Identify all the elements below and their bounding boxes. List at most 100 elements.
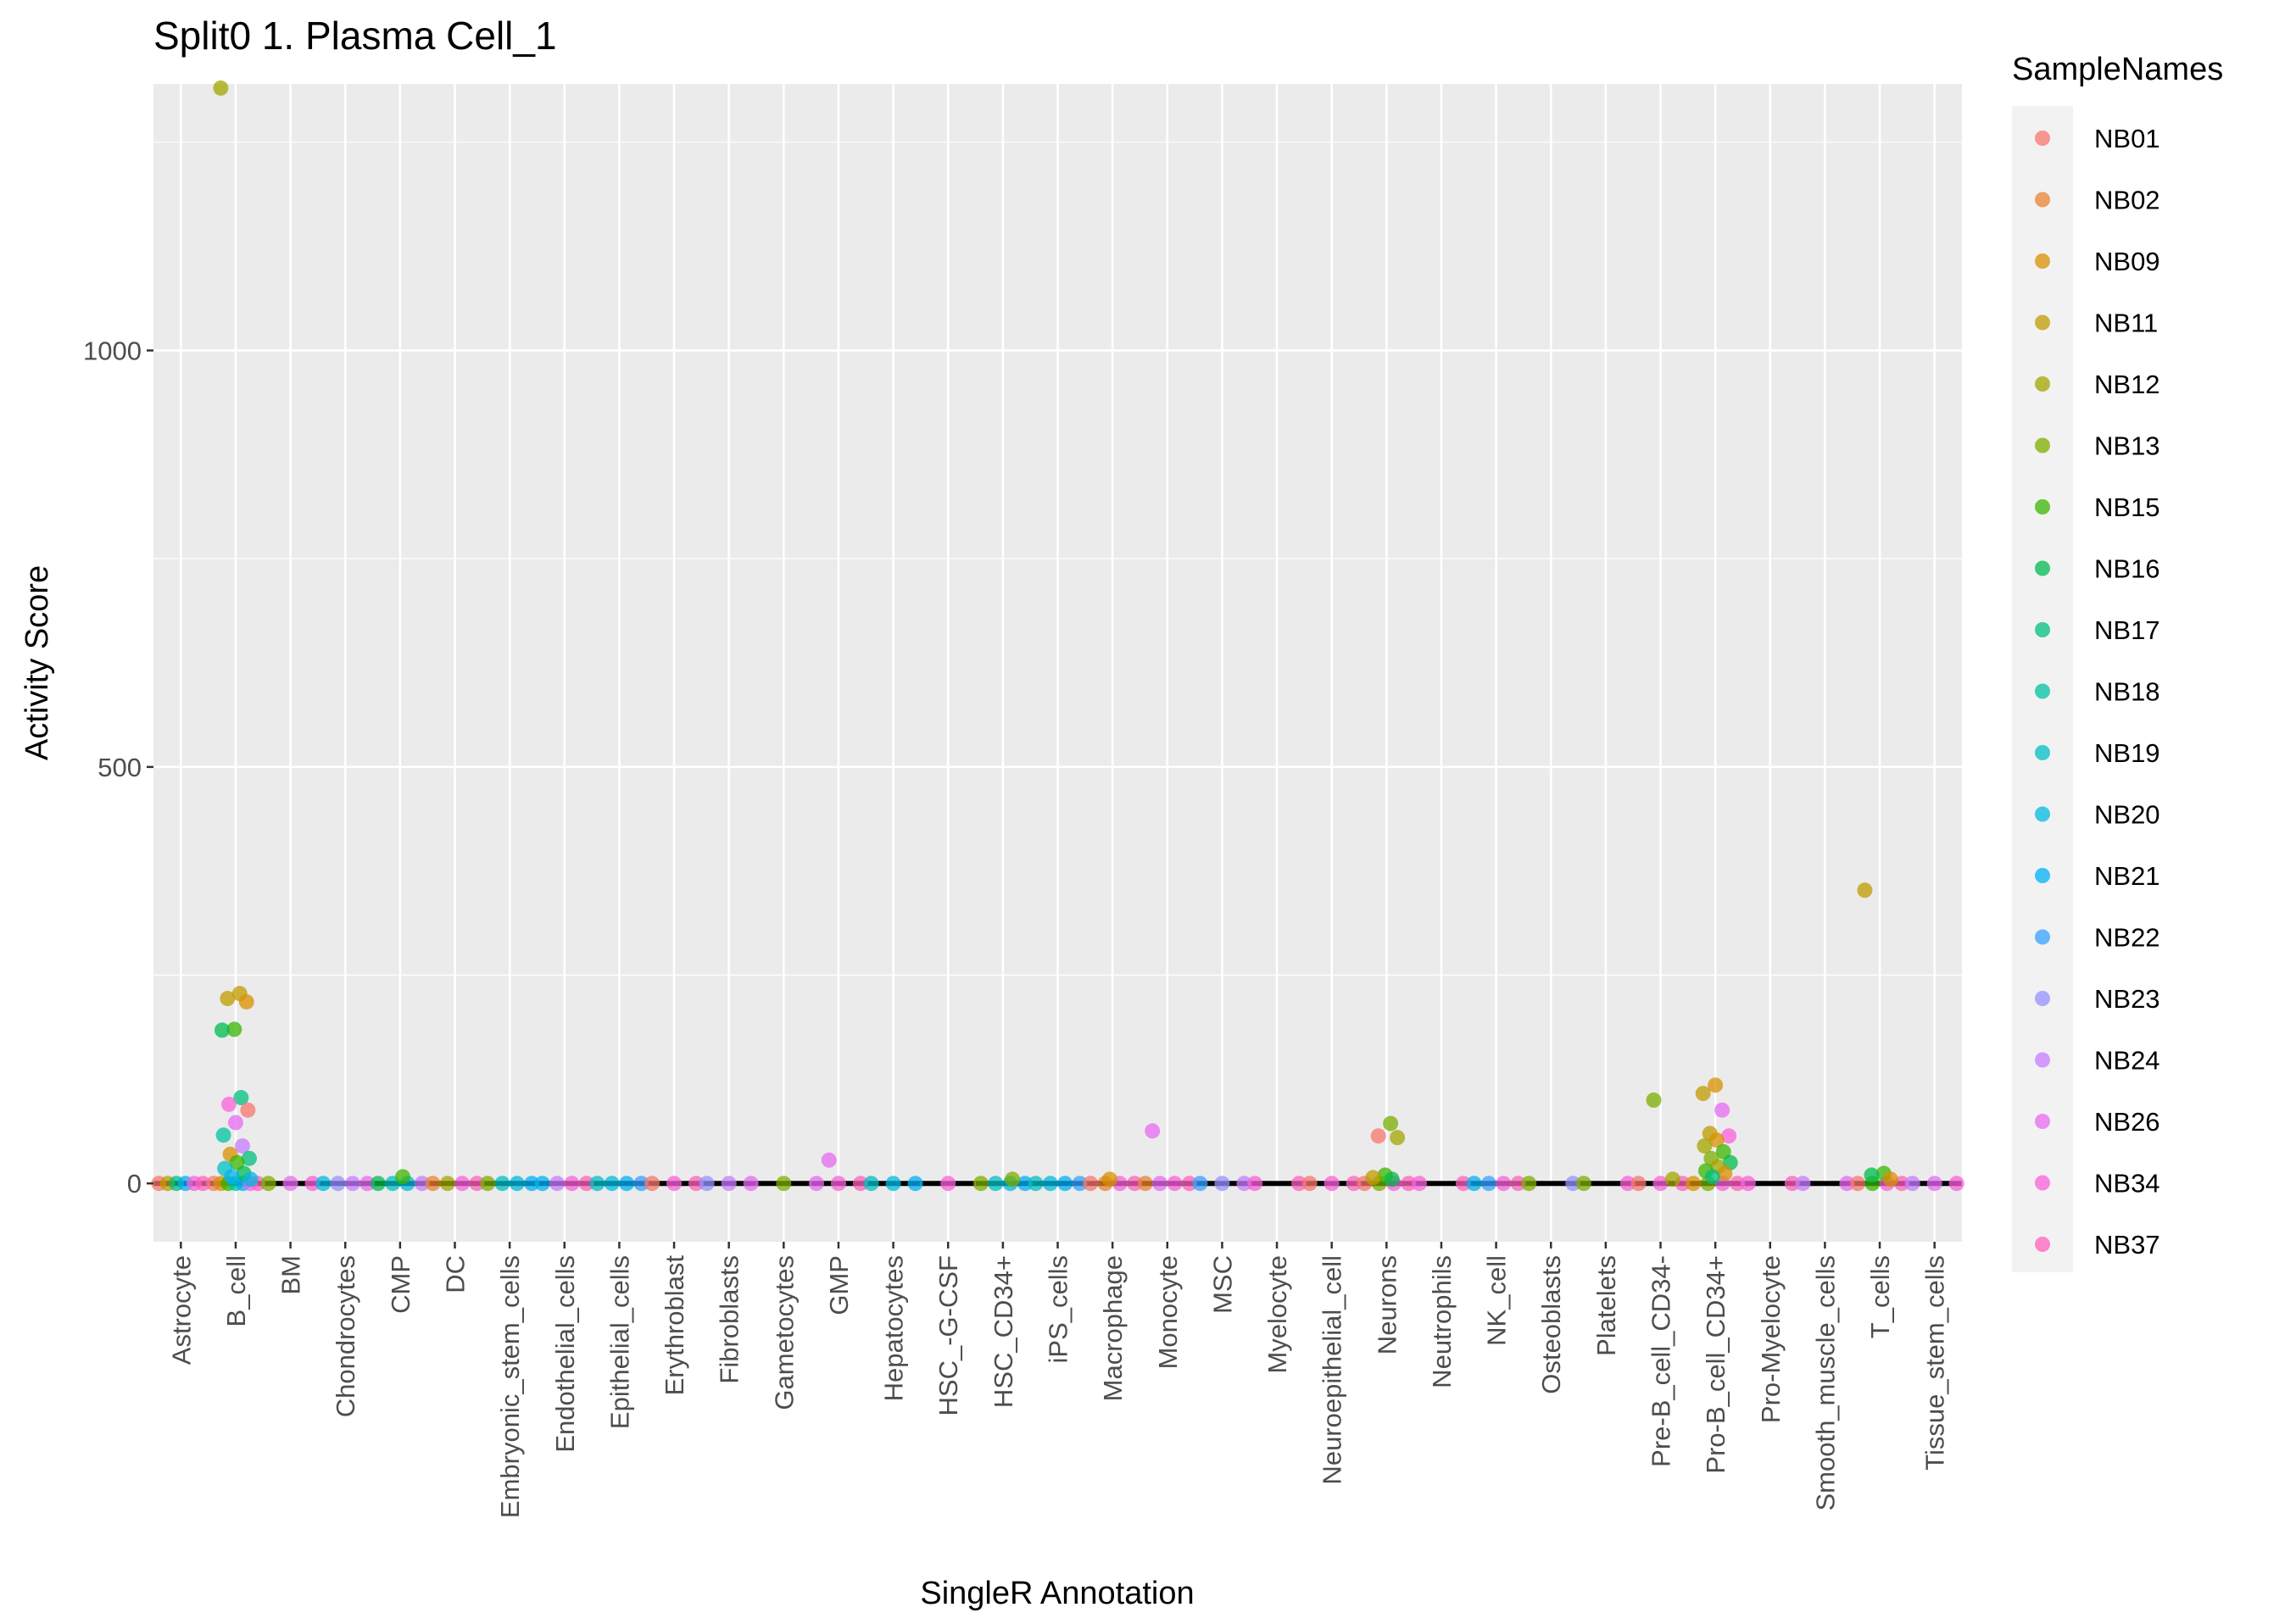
y-tick-label: 1000 [83,336,142,365]
y-axis-title: Activity Score [20,565,55,760]
x-tick-label: Epithelial_cells [605,1255,634,1429]
data-point [226,1021,242,1037]
data-point [1145,1123,1161,1139]
data-point [359,1176,376,1192]
data-point [1714,1102,1730,1118]
data-point [1167,1176,1183,1192]
legend-label: NB11 [2094,309,2158,338]
data-point [1401,1176,1417,1192]
x-tick-label: Erythroblast [660,1255,689,1396]
data-point [1740,1176,1756,1192]
data-point [1137,1176,1153,1192]
x-axis: Astrocyte B_cell BM Chondrocytes CMP DC Embryo… [166,1242,1950,1518]
data-point [1127,1176,1143,1192]
data-point [480,1176,496,1192]
data-point [1042,1176,1058,1192]
data-point [1455,1176,1471,1192]
data-point [1510,1176,1526,1192]
data-point [1383,1115,1399,1132]
x-tick-label: HSC_-G-CSF [933,1255,963,1415]
data-point [821,1152,837,1168]
x-tick-label: HSC_CD34+ [989,1255,1018,1408]
data-point [1882,1171,1898,1187]
legend-label: NB37 [2094,1230,2160,1260]
data-point [1864,1167,1880,1183]
legend-label: NB23 [2094,984,2160,1014]
legend-label: NB26 [2094,1107,2160,1137]
legend-label: NB19 [2094,738,2160,768]
data-point [330,1176,346,1192]
legend-key [2035,1175,2050,1191]
x-tick-label: DC [441,1255,471,1293]
data-point [425,1176,441,1192]
legend-key [2035,314,2050,331]
data-point [988,1176,1004,1192]
data-point [1652,1176,1669,1192]
x-tick-label: Astrocyte [166,1255,196,1365]
legend-key [2035,560,2050,576]
legend-label: NB15 [2094,492,2160,522]
x-tick-label: Platelets [1591,1255,1621,1356]
chart-title: Split0 1. Plasma Cell_1 [153,14,557,58]
data-point [1730,1176,1746,1192]
legend-key [2035,991,2050,1006]
legend-label: NB18 [2094,677,2160,707]
data-point [972,1176,989,1192]
data-point [699,1176,715,1192]
data-point [721,1176,737,1192]
data-point [439,1176,455,1192]
data-point [1664,1171,1680,1187]
data-point [907,1176,923,1192]
data-point [395,1169,411,1185]
y-tick-label: 500 [98,753,142,782]
data-point [315,1176,332,1192]
data-point [195,1176,211,1192]
data-point [1101,1171,1117,1187]
x-tick-label: Gametocytes [769,1255,799,1410]
legend-label: NB24 [2094,1046,2160,1076]
data-point [666,1176,683,1192]
data-point [885,1176,901,1192]
data-point [1721,1128,1737,1144]
data-point [1384,1171,1400,1187]
x-tick-label: Smooth_muscle_cells [1810,1255,1840,1511]
data-point [1697,1137,1713,1154]
data-point [1390,1130,1406,1146]
data-point [1784,1176,1800,1192]
legend-label: NB09 [2094,247,2160,276]
x-tick-label: Monocyte [1153,1255,1183,1369]
data-point [1904,1176,1920,1192]
data-point [1346,1176,1362,1192]
data-point [1565,1176,1581,1192]
data-point [233,1089,249,1105]
data-point [564,1176,580,1192]
legend-label: NB16 [2094,554,2160,584]
data-point [370,1176,386,1192]
legend-key [2035,868,2050,883]
data-point [1057,1176,1073,1192]
data-point [688,1176,705,1192]
x-tick-label: GMP [824,1255,854,1315]
data-point [509,1176,525,1192]
data-point [213,80,229,96]
legend-key [2035,1114,2050,1129]
x-tick-label: NK_cell [1482,1255,1512,1346]
data-point [1370,1128,1386,1144]
x-axis-title: SingleR Annotation [920,1576,1194,1611]
x-tick-label: Endothelial_cells [550,1255,580,1453]
data-point [344,1176,360,1192]
data-point [1575,1176,1591,1192]
data-point [524,1176,540,1192]
data-point [1630,1176,1647,1192]
legend-key [2035,376,2050,392]
data-point [1708,1077,1724,1093]
legend-key [2035,131,2050,146]
data-point [1365,1170,1381,1186]
x-tick-label: Neutrophils [1427,1255,1457,1388]
x-tick-label: Macrophage [1098,1255,1128,1401]
legend-key [2035,1052,2050,1068]
data-point [454,1176,471,1192]
data-point [414,1176,430,1192]
data-point [830,1176,846,1192]
